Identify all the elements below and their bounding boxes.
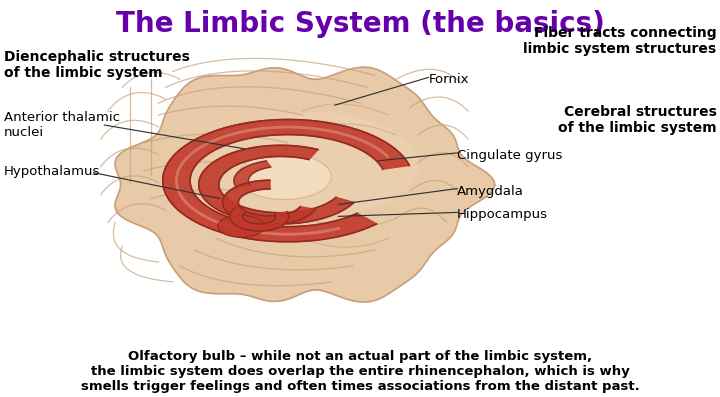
Text: Hypothalamus: Hypothalamus [4, 165, 100, 178]
Polygon shape [115, 67, 495, 302]
Text: Fornix: Fornix [428, 73, 469, 87]
Text: Amygdala: Amygdala [457, 185, 524, 198]
Polygon shape [222, 180, 315, 225]
Text: Cingulate gyrus: Cingulate gyrus [457, 149, 562, 162]
Ellipse shape [207, 112, 419, 218]
Polygon shape [230, 208, 289, 231]
Polygon shape [199, 145, 354, 224]
Text: Fiber tracts connecting
limbic system structures: Fiber tracts connecting limbic system st… [523, 26, 716, 56]
Text: Anterior thalamic
nuclei: Anterior thalamic nuclei [4, 111, 120, 139]
Text: Hippocampus: Hippocampus [457, 208, 548, 222]
Ellipse shape [217, 215, 265, 237]
Text: Diencephalic structures
of the limbic system: Diencephalic structures of the limbic sy… [4, 50, 189, 80]
Text: The Limbic System (the basics): The Limbic System (the basics) [116, 10, 604, 38]
Polygon shape [163, 119, 410, 242]
Ellipse shape [238, 154, 331, 200]
Text: Cerebral structures
of the limbic system: Cerebral structures of the limbic system [558, 105, 716, 135]
Polygon shape [234, 161, 271, 187]
Text: Olfactory bulb – while not an actual part of the limbic system,
the limbic syste: Olfactory bulb – while not an actual par… [81, 350, 639, 393]
